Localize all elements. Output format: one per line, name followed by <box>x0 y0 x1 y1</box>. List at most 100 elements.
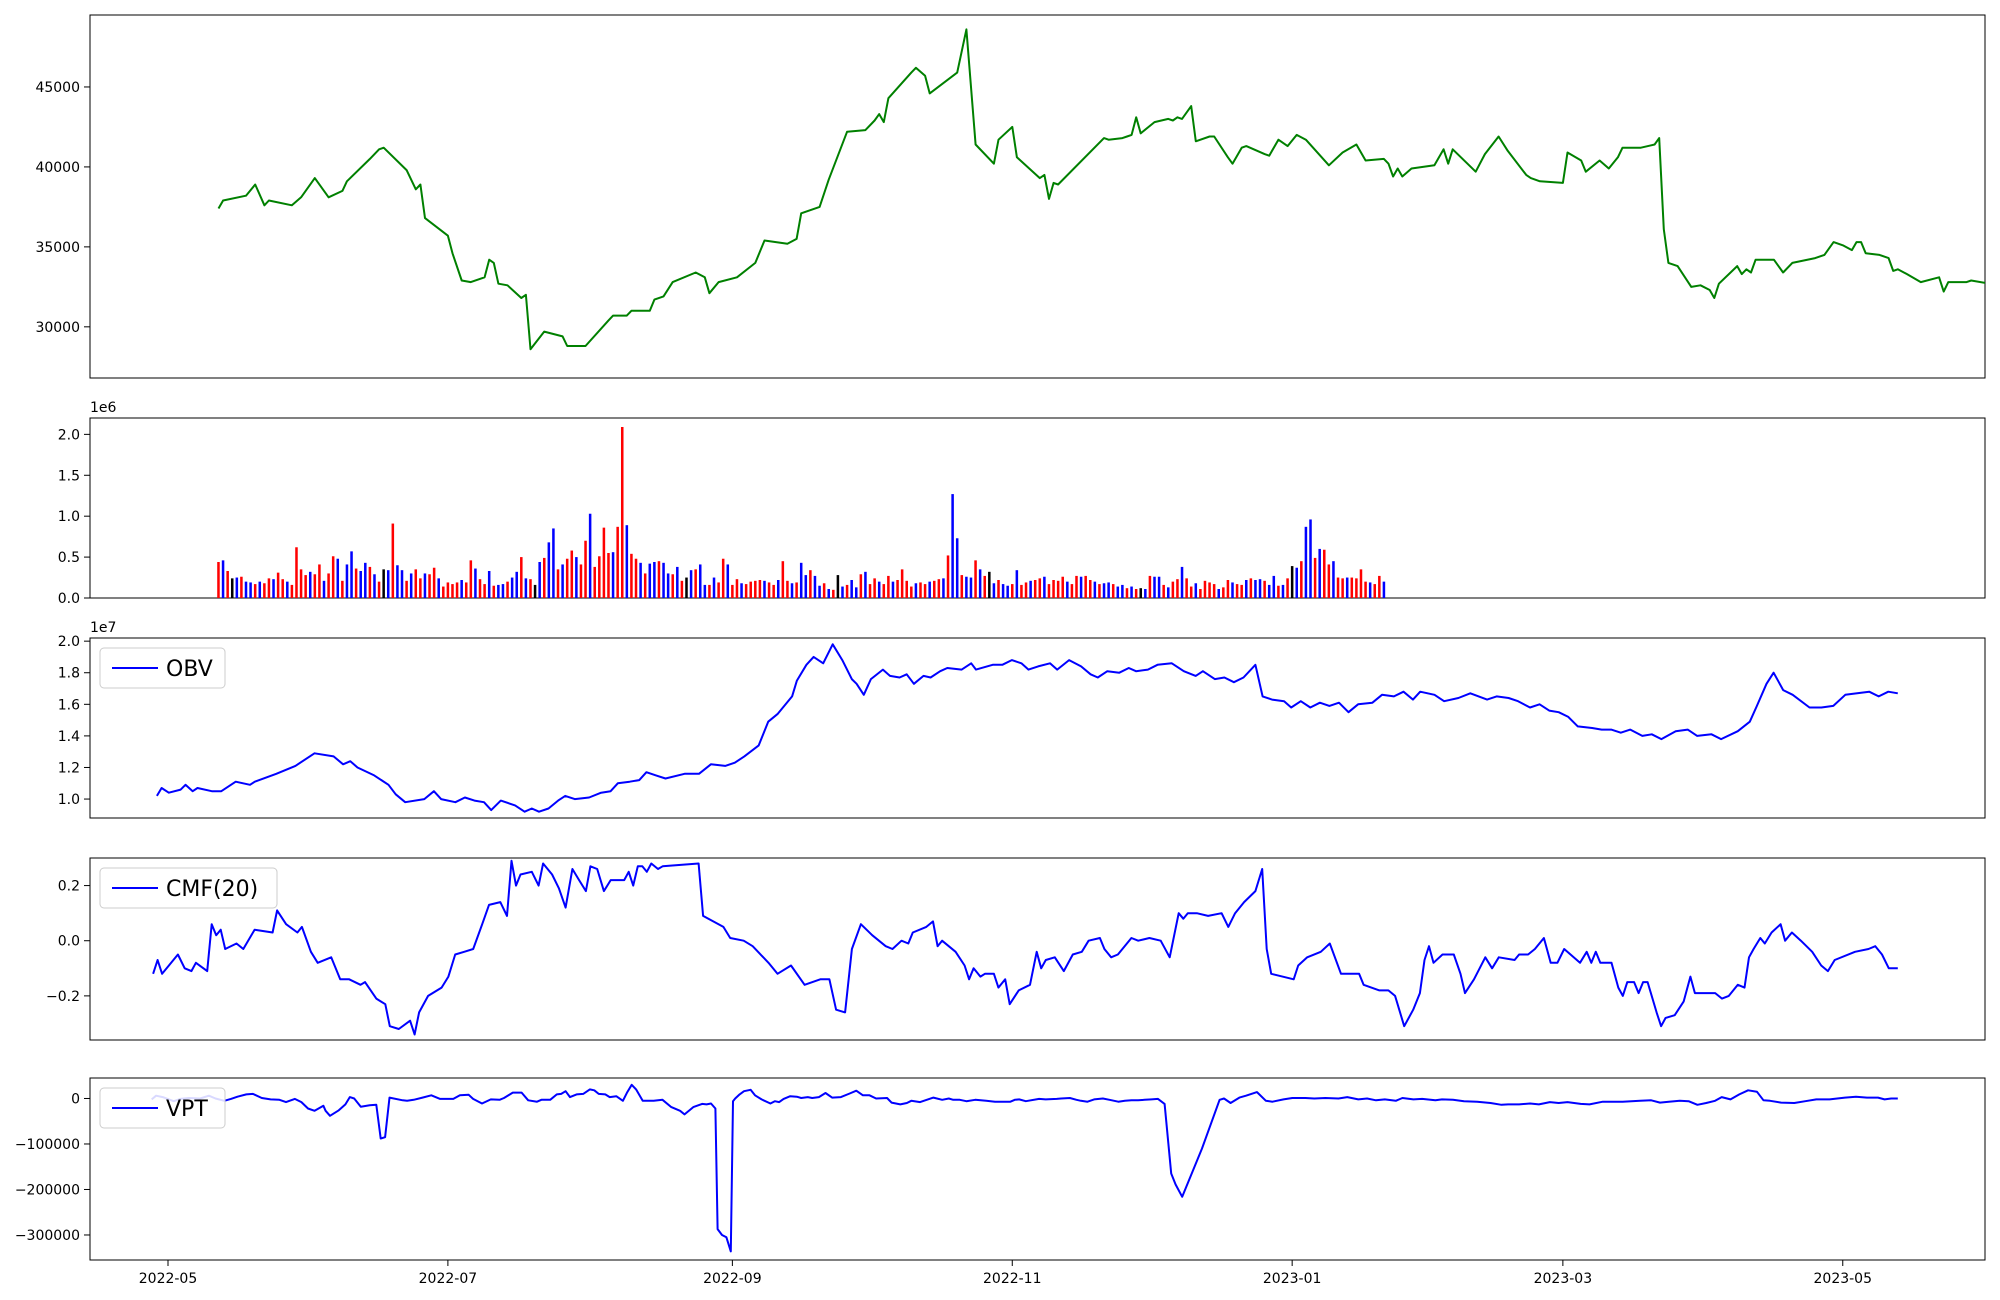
volume-bar <box>1235 584 1239 598</box>
volume-bar <box>327 573 330 598</box>
volume-bar <box>891 581 895 598</box>
volume-bar <box>464 582 468 598</box>
volume-bar <box>1066 581 1069 598</box>
price-line <box>217 28 1985 351</box>
volume-bar <box>616 526 619 598</box>
volume-bar <box>685 577 688 598</box>
volume-bar <box>1231 582 1234 598</box>
offset-text: 1e7 <box>90 620 116 636</box>
volume-bar <box>1199 589 1202 598</box>
volume-bar <box>1373 584 1376 598</box>
x-tick-label: 2023-05 <box>1814 1271 1873 1287</box>
volume-bar <box>1167 587 1170 598</box>
volume-bar <box>419 578 422 598</box>
volume-bar <box>1093 581 1097 598</box>
volume-bar <box>882 584 886 598</box>
volume-bar <box>1111 584 1115 598</box>
volume-bar <box>1056 580 1060 598</box>
volume-bar <box>1281 584 1285 598</box>
volume-bar <box>1382 581 1386 598</box>
x-tick-label: 2022-05 <box>139 1271 198 1287</box>
volume-bar <box>547 542 551 598</box>
volume-bar <box>923 584 927 598</box>
volume-bar <box>1189 586 1193 598</box>
volume-bar <box>295 547 298 598</box>
volume-bar <box>763 580 766 598</box>
volume-bar <box>776 580 780 598</box>
volume-bar <box>969 577 973 598</box>
volume-bar <box>708 584 711 598</box>
axes-frame <box>89 1077 1986 1261</box>
volume-bar <box>749 581 752 598</box>
y-tick-label: −300000 <box>15 1228 80 1244</box>
y-tick-label: 0.2 <box>58 879 80 895</box>
volume-bar <box>1153 576 1156 598</box>
volume-bar <box>377 581 381 598</box>
volume-bar <box>1249 578 1253 598</box>
y-tick-label: 1.5 <box>58 468 80 484</box>
volume-bar <box>1052 580 1055 598</box>
volume-bar <box>286 581 289 598</box>
volume-bar <box>1139 588 1142 598</box>
volume-bar <box>350 551 353 598</box>
volume-bar <box>492 585 496 598</box>
volume-bar <box>469 560 473 598</box>
volume-bar <box>1024 582 1028 598</box>
cmf-line <box>152 859 1898 1036</box>
volume-bar <box>1144 589 1147 598</box>
volume-bar <box>276 572 280 598</box>
volume-bar <box>373 574 376 598</box>
volume-bar <box>524 578 528 598</box>
volume-bar <box>1098 584 1101 598</box>
volume-bar <box>570 550 574 598</box>
volume-bar <box>272 579 275 598</box>
volume-bar <box>267 578 271 598</box>
volume-bar <box>1272 575 1276 598</box>
volume-bar <box>322 580 326 598</box>
volume-bar <box>712 577 716 598</box>
volume-bar <box>928 581 931 598</box>
volume-bar <box>698 564 702 598</box>
y-tick-label: 2.0 <box>58 427 80 443</box>
y-tick-label: 1.8 <box>58 666 80 682</box>
volume-bar <box>409 573 413 598</box>
volume-bar <box>538 562 541 598</box>
volume-bar <box>483 584 486 598</box>
volume-bar <box>368 566 372 598</box>
volume-bar <box>680 580 684 598</box>
axes-frame <box>89 14 1986 379</box>
volume-bar <box>1258 579 1262 598</box>
volume-bar <box>345 564 349 598</box>
volume-bar <box>1121 584 1124 598</box>
volume-bar <box>1300 561 1303 598</box>
volume-bar <box>446 582 450 598</box>
volume-bar <box>1043 576 1046 598</box>
volume-bar <box>1116 586 1120 598</box>
volume-bar <box>1089 580 1092 598</box>
volume-bar <box>1075 575 1078 598</box>
volume-bar <box>487 571 491 598</box>
volume-bar <box>400 570 404 598</box>
volume-bar <box>391 523 395 598</box>
volume-bar <box>1368 582 1372 598</box>
y-tick-label: −100000 <box>15 1137 80 1153</box>
volume-bar <box>542 557 546 598</box>
volume-bar <box>1254 580 1257 598</box>
volume-bar <box>497 584 500 598</box>
volume-bar <box>432 567 436 598</box>
volume-bar <box>386 570 390 598</box>
volume-bar <box>304 575 307 598</box>
volume-bar <box>611 552 615 598</box>
volume-bar <box>721 558 725 598</box>
volume-bar <box>1176 579 1179 598</box>
volume-bar <box>1134 589 1138 598</box>
y-tick-label: 40000 <box>35 160 80 176</box>
volume-bar <box>1130 586 1133 598</box>
volume-bar <box>1208 582 1211 598</box>
volume-bar <box>552 528 555 598</box>
volume-bar <box>1033 580 1037 598</box>
volume-bar <box>813 575 817 598</box>
volume-bar <box>933 580 936 598</box>
volume-bar <box>1345 577 1349 598</box>
volume-bar <box>896 580 899 598</box>
